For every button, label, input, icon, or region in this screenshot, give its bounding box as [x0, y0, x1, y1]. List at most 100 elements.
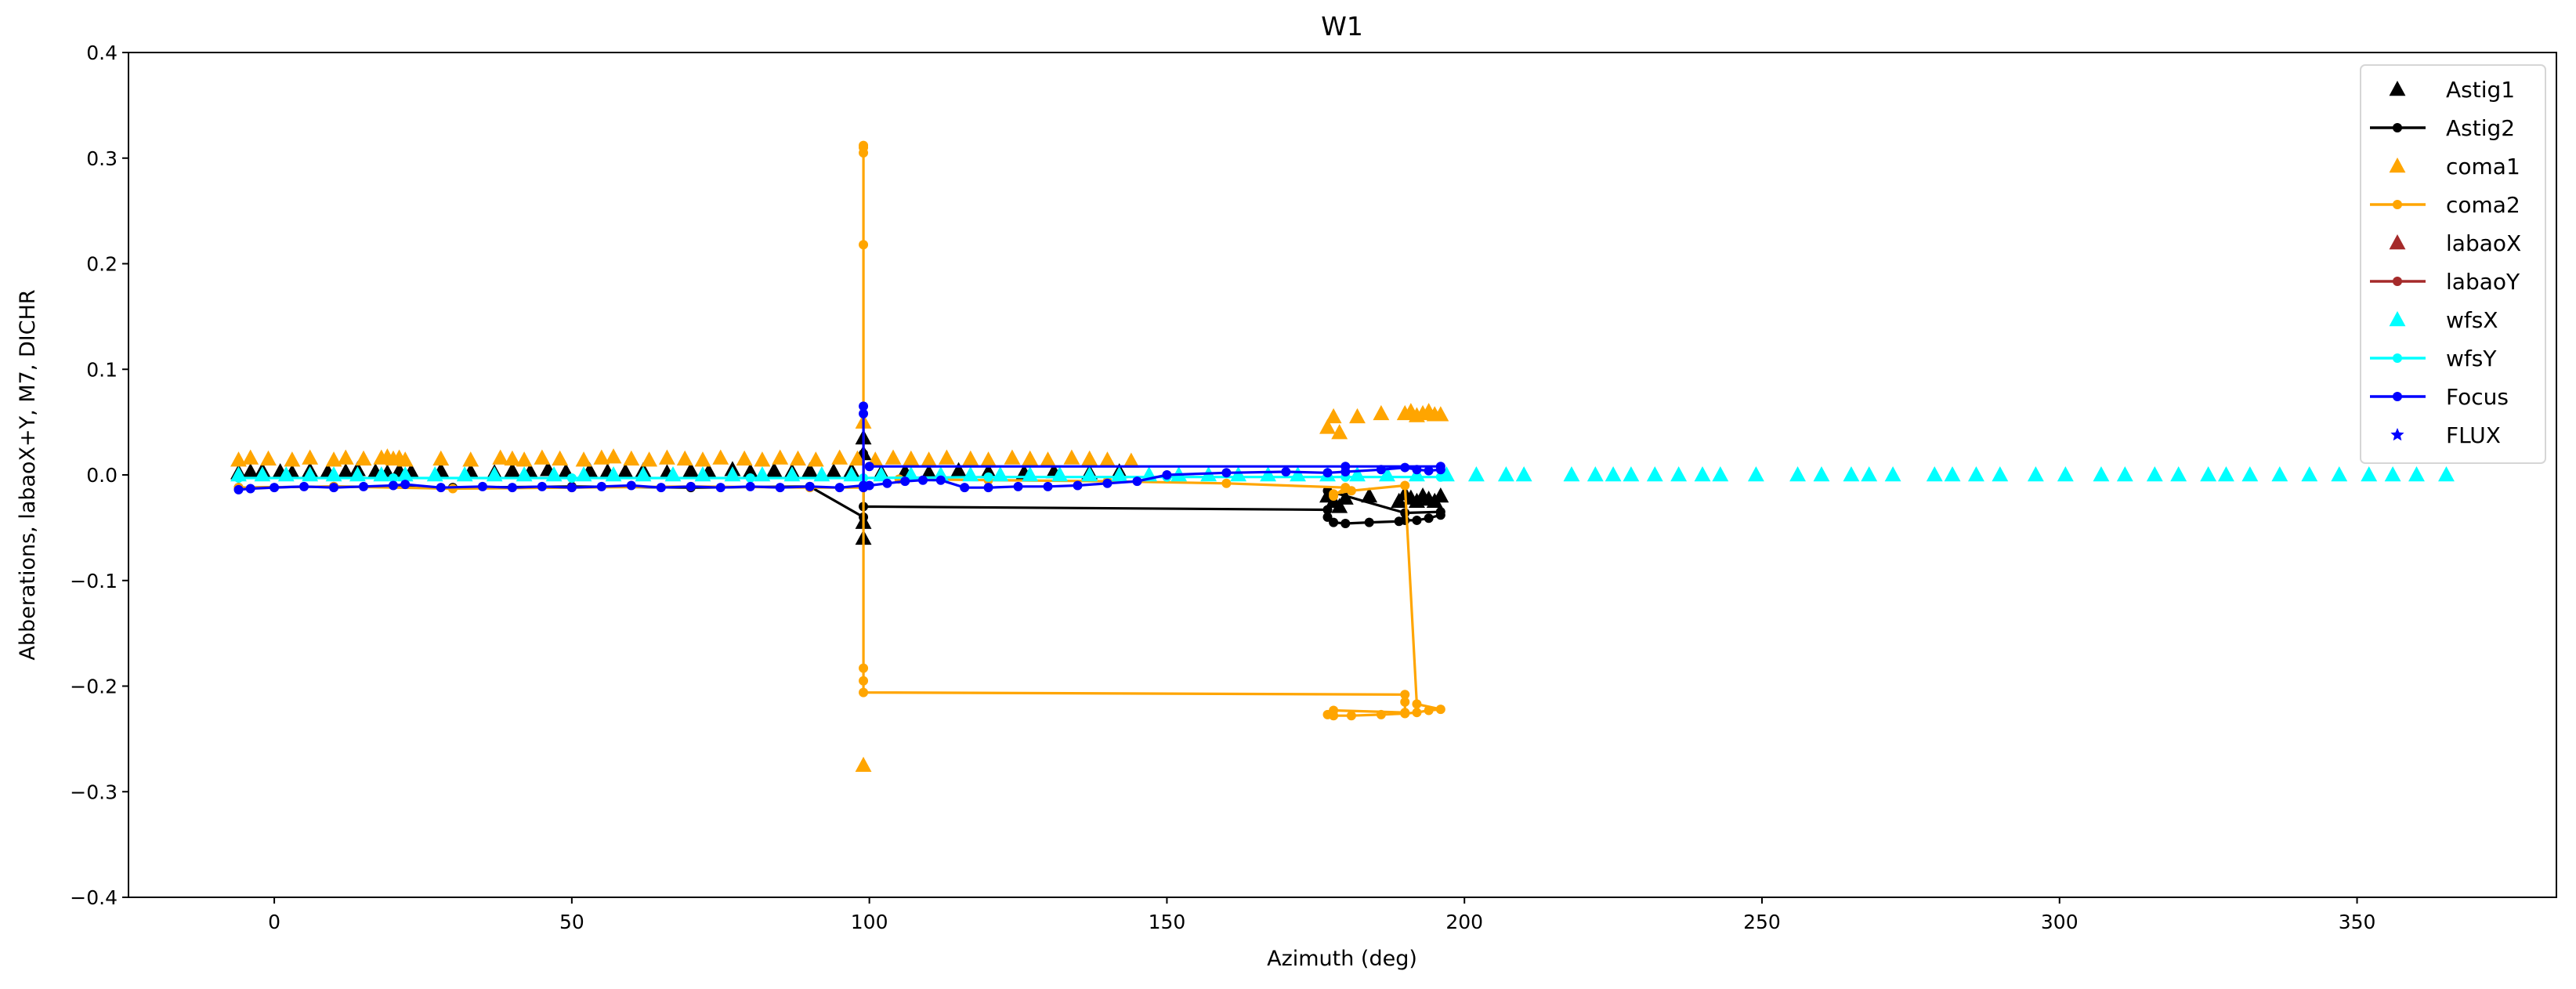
data-point: [641, 451, 658, 467]
data-point: [1424, 466, 1434, 476]
data-point: [507, 483, 517, 493]
legend-dot-icon: [2393, 277, 2402, 286]
data-point: [1412, 699, 1422, 709]
data-point: [389, 480, 399, 491]
y-axis-label: Abberations, labaoX+Y, M7, DICHR: [16, 289, 40, 660]
data-point: [477, 481, 487, 491]
data-point: [2384, 466, 2401, 482]
data-point: [1926, 466, 1943, 482]
data-point: [831, 449, 848, 465]
data-point: [325, 451, 342, 467]
data-point: [623, 450, 640, 466]
data-point: [1646, 466, 1663, 482]
data-point: [1435, 472, 1445, 482]
legend: Astig1 Astig2 coma1 coma2 labaoX labaoY wfsX wf…: [2360, 64, 2546, 464]
data-point: [284, 451, 301, 467]
series-coma1: [230, 403, 1449, 772]
data-point: [855, 756, 872, 772]
data-point: [1992, 466, 2009, 482]
data-point: [1022, 450, 1039, 466]
data-point: [676, 450, 693, 466]
data-point: [299, 481, 309, 491]
data-point: [534, 449, 551, 465]
legend-label: labaoY: [2446, 269, 2520, 295]
data-point: [1497, 466, 1514, 482]
data-point: [2361, 466, 2378, 482]
data-point: [859, 663, 869, 673]
data-point: [1884, 466, 1901, 482]
data-point: [686, 481, 696, 491]
data-point: [537, 481, 547, 491]
data-point: [1004, 449, 1021, 465]
data-point: [921, 464, 938, 480]
data-point: [983, 483, 993, 493]
data-point: [859, 401, 869, 411]
data-point: [1789, 466, 1807, 482]
legend-label: FLUX: [2446, 422, 2501, 448]
legend-label: coma2: [2446, 192, 2520, 218]
data-point: [400, 480, 411, 490]
data-point: [960, 483, 970, 493]
data-point: [900, 476, 910, 487]
legend-dot-icon: [2393, 123, 2402, 132]
data-point: [260, 450, 277, 466]
legend-box: [2360, 64, 2546, 464]
data-point: [1260, 466, 1277, 482]
data-point: [1412, 708, 1422, 718]
data-point: [1102, 478, 1113, 488]
data-point: [694, 451, 711, 467]
data-point: [805, 481, 815, 491]
data-point: [1586, 466, 1604, 482]
data-point: [242, 449, 259, 465]
data-point: [807, 451, 824, 467]
data-point: [1081, 466, 1098, 482]
data-point: [1944, 466, 1961, 482]
data-point: [1467, 466, 1485, 482]
data-point: [230, 451, 247, 467]
data-point: [1043, 481, 1053, 491]
data-point: [1694, 466, 1711, 482]
data-point: [754, 451, 771, 467]
data-point: [596, 481, 606, 491]
data-point: [859, 240, 869, 250]
data-point: [1412, 515, 1422, 525]
data-point: [825, 462, 842, 479]
data-point: [389, 473, 399, 484]
data-point: [359, 481, 369, 491]
data-point: [2241, 466, 2259, 482]
data-point: [745, 473, 755, 484]
data-point: [1843, 466, 1860, 482]
data-point: [882, 478, 892, 488]
data-point: [1040, 451, 1056, 467]
data-point: [1063, 449, 1080, 465]
data-point: [1400, 480, 1410, 491]
chart-title: W1: [1321, 11, 1363, 42]
data-point: [1281, 466, 1291, 476]
legend-item-Focus: Focus: [2370, 384, 2509, 410]
data-point: [1162, 470, 1172, 480]
data-point: [658, 449, 675, 465]
x-tick-label: 250: [1743, 911, 1781, 933]
x-tick-label: 100: [851, 911, 888, 933]
data-point: [1331, 498, 1348, 513]
data-point: [2116, 466, 2133, 482]
data-point: [1861, 466, 1878, 482]
data-point: [834, 483, 845, 493]
data-point: [1329, 517, 1339, 527]
data-point: [1747, 466, 1764, 482]
data-point: [1319, 418, 1336, 434]
data-point: [504, 450, 521, 466]
data-point: [1221, 478, 1232, 488]
data-point: [772, 449, 789, 465]
x-tick-label: 0: [268, 911, 280, 933]
x-tick-label: 350: [2339, 911, 2376, 933]
data-point: [1340, 518, 1351, 528]
data-point: [849, 450, 866, 466]
data-point: [656, 483, 666, 493]
data-point: [859, 408, 869, 418]
legend-item-coma2: coma2: [2370, 192, 2520, 218]
data-point: [593, 449, 610, 465]
data-point: [938, 449, 955, 465]
data-point: [918, 475, 928, 485]
data-point: [2200, 466, 2217, 482]
